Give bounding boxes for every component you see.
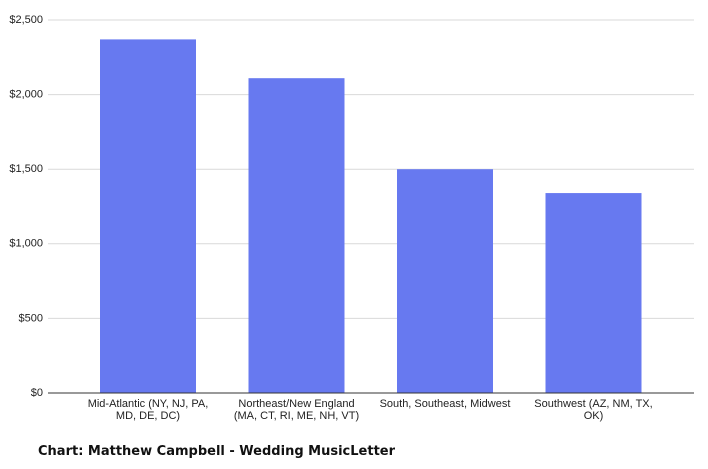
- y-tick-label: $0: [31, 387, 43, 399]
- bar: [100, 39, 196, 394]
- bar: [248, 78, 345, 394]
- y-tick-label: $500: [19, 312, 43, 324]
- bar: [545, 193, 642, 393]
- x-tick-label: South, Southeast, Midwest: [379, 398, 511, 410]
- x-tick-label: Mid-Atlantic (NY, NJ, PA, MD, DE, DC): [87, 398, 209, 422]
- y-tick-label: $2,000: [9, 89, 43, 101]
- chart-caption: Chart: Matthew Campbell - Wedding MusicL…: [38, 444, 396, 459]
- bar: [397, 169, 493, 393]
- y-tick-label: $1,000: [9, 238, 43, 250]
- x-tick-label: Southwest (AZ, NM, TX, OK): [534, 398, 653, 422]
- y-tick-label: $2,500: [9, 14, 43, 26]
- y-tick-label: $1,500: [9, 163, 43, 175]
- x-tick-label: Northeast/New England (MA, CT, RI, ME, N…: [233, 398, 360, 422]
